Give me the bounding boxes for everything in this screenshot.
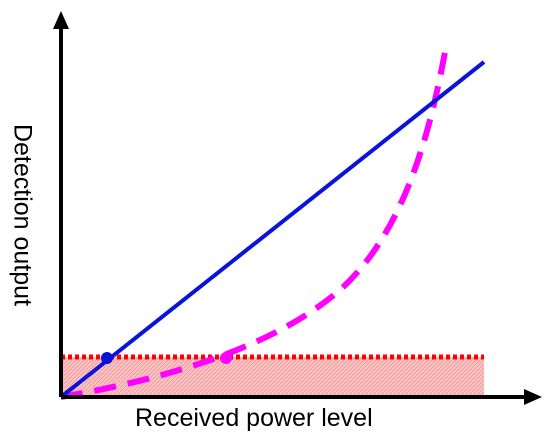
curve-threshold-point — [220, 352, 232, 364]
linear-response-line — [59, 60, 486, 399]
nonlinear-curve — [60, 51, 448, 400]
y-axis-arrowhead — [53, 11, 69, 29]
x-axis-arrowhead — [524, 389, 542, 405]
linear-threshold-point — [101, 352, 113, 364]
x-axis-label: Received power level — [135, 404, 373, 432]
y-axis-label: Detection output — [8, 123, 37, 307]
below-threshold-region — [61, 357, 484, 397]
